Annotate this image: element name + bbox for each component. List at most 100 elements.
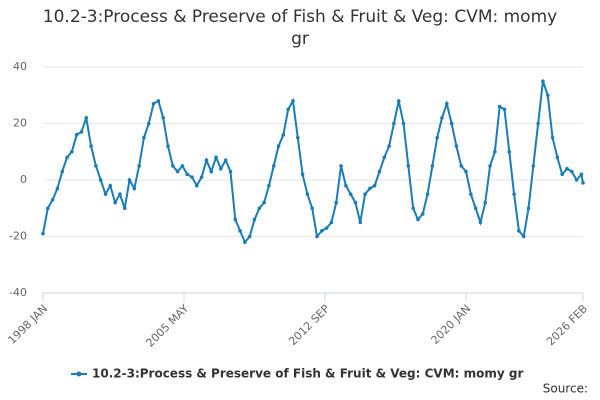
point [142,135,146,140]
point [473,206,478,211]
point [569,169,574,174]
point [454,144,459,148]
point [94,164,98,168]
point [127,178,132,182]
point [295,135,300,140]
point [517,229,521,233]
point [411,206,415,211]
point [560,172,564,177]
x-tick-label: 2012 SEP [286,302,332,348]
point [464,169,468,174]
point [372,183,377,188]
point [185,172,190,177]
point [89,144,93,148]
point [339,164,343,168]
point [65,155,69,160]
point [545,93,550,98]
point [98,178,103,182]
point [113,200,117,205]
point [41,231,45,236]
point [377,169,382,174]
chart-title: 10.2-3:Process & Preserve of Fish & Frui… [42,7,558,49]
y-tick-label: 0 [20,173,27,186]
point [252,217,257,222]
point [363,192,367,196]
point [233,217,238,222]
legend-label: 10.2-3:Process & Preserve of Fish & Frui… [92,367,523,381]
point [334,200,339,205]
point [512,192,516,196]
point [70,149,74,154]
point [175,169,180,174]
point [387,144,391,148]
point [526,206,531,211]
point [151,101,156,106]
point [122,206,127,211]
point [199,175,204,179]
point [137,164,141,168]
point [238,229,242,233]
point [478,220,483,225]
point [161,116,165,120]
point [276,144,281,148]
point [195,183,199,188]
point [156,99,161,103]
point [440,116,444,120]
point [469,192,473,196]
point [267,183,271,188]
y-tick-label: 40 [13,60,27,73]
point [180,164,185,168]
point [483,200,488,205]
point [271,164,276,168]
series-line [42,80,584,245]
point [521,234,526,239]
point [108,183,113,188]
point [170,164,175,168]
point [435,135,439,140]
point [425,192,430,196]
point [581,181,585,185]
point [60,169,65,174]
point [430,164,435,168]
point [344,183,348,188]
point [46,206,50,211]
point [574,178,579,182]
point [392,121,396,126]
point [444,101,449,106]
x-tick-label: 1998 JAN [5,302,50,347]
point [497,104,502,109]
point [281,133,286,137]
point [507,149,512,154]
point [305,192,310,196]
point [74,133,79,137]
point [449,121,454,126]
point [286,107,290,112]
point [358,220,363,225]
point [132,186,137,191]
point [190,175,194,179]
point [310,206,314,211]
point [406,164,411,168]
x-tick-label: 2020 JAN [429,302,474,347]
point [228,169,233,174]
point [502,107,507,112]
point [118,192,122,196]
point [219,166,223,171]
point [555,155,560,160]
source: Source: [543,382,588,396]
x-tick-label: 2005 MAY [144,302,192,350]
point [401,121,406,126]
point [541,79,545,83]
point [209,169,214,174]
point [348,192,353,196]
point [257,206,262,211]
point [531,164,536,168]
point [396,99,401,103]
point [291,99,295,103]
point [223,158,228,163]
point [214,155,218,160]
point [488,164,492,168]
y-tick-label: -20 [9,230,27,243]
point [536,121,540,126]
